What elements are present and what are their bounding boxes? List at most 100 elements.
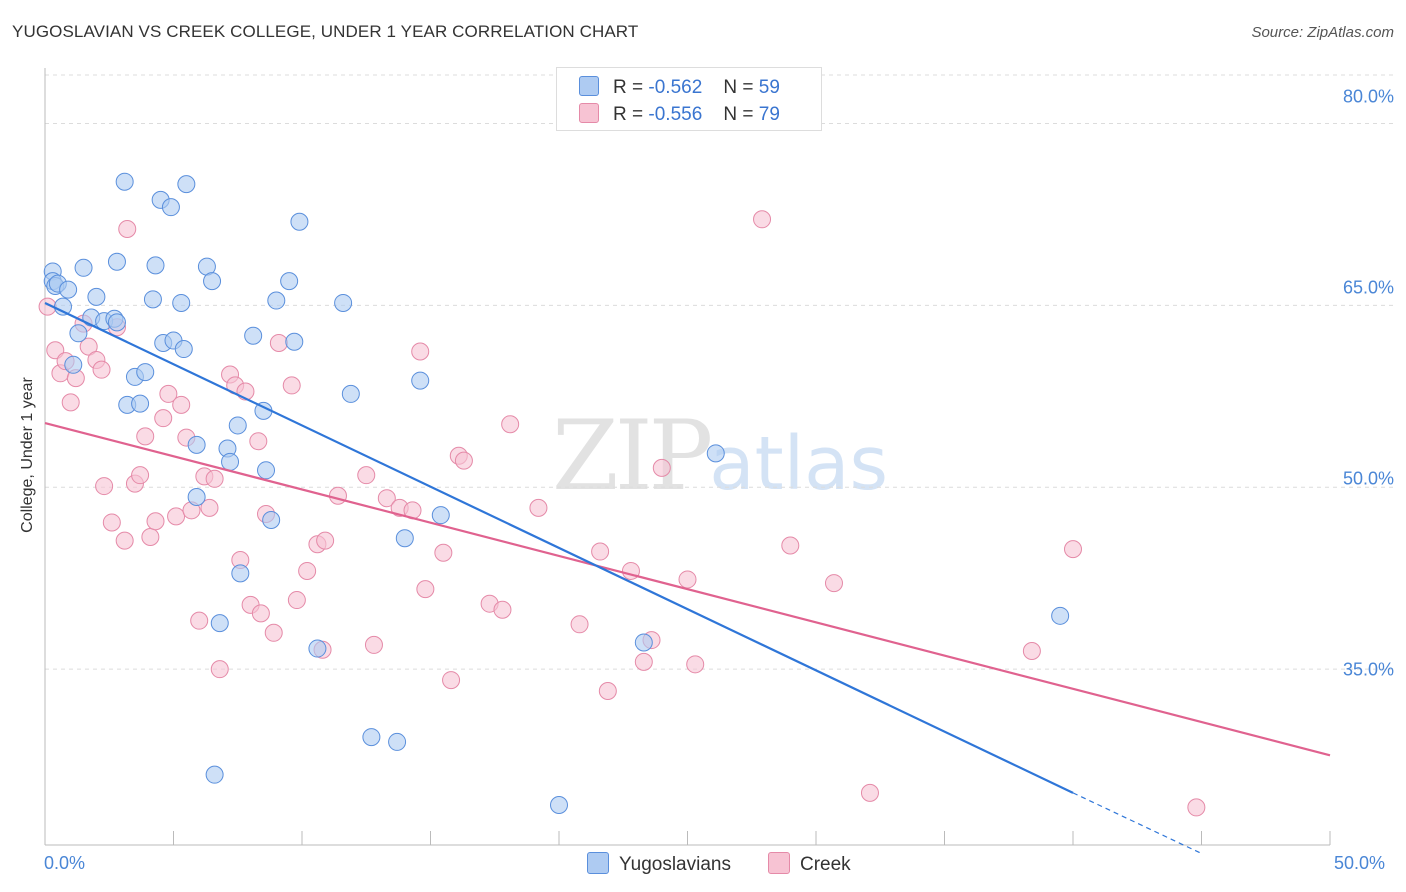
y-tick-label-80: 80.0% [1342, 86, 1394, 107]
yugoslavian-point [221, 452, 240, 471]
yugoslavian-point [262, 511, 281, 530]
creek-point [251, 604, 270, 623]
creek-point [95, 477, 114, 496]
creek-point [529, 498, 548, 517]
y-axis-label: College, Under 1 year [19, 377, 36, 533]
yugoslavian-point [634, 633, 653, 652]
creek-point [493, 600, 512, 619]
yugoslavian-point [131, 394, 150, 413]
yugoslavian-point [87, 287, 106, 306]
legend-row-creek: R = -0.556 N = 79 [579, 103, 780, 126]
creek-point [282, 376, 301, 395]
bottom-legend-swatch-blue [587, 852, 609, 874]
yugoslavian-point [334, 293, 353, 312]
creek-point [678, 570, 697, 589]
creek-point [1064, 540, 1082, 559]
yugoslavian-point [161, 198, 180, 217]
yugoslavian-point [64, 355, 83, 374]
legend-n-label: N = [723, 77, 754, 98]
yugoslavian-point [1051, 606, 1070, 625]
creek-point [102, 513, 121, 532]
yugoslavian-point [136, 363, 155, 382]
yugoslavian-trend-extension [1072, 792, 1202, 855]
legend-swatch-pink [579, 103, 599, 123]
creek-trend-line [44, 421, 1331, 757]
creek-point [1022, 641, 1041, 660]
creek-point [1187, 798, 1206, 817]
creek-point [434, 543, 453, 562]
yugoslavian-point [280, 272, 299, 291]
creek-point [652, 458, 671, 477]
creek-point [570, 615, 589, 634]
creek-point [860, 783, 879, 802]
bottom-legend-label: Creek [800, 854, 851, 875]
legend-r-value: -0.556 [648, 104, 703, 125]
yugoslavian-point [74, 258, 93, 277]
yugoslavian-point [388, 732, 407, 751]
legend-n-value: 59 [758, 77, 780, 98]
legend-n-value: 79 [758, 104, 780, 125]
yugoslavian-point [177, 175, 196, 194]
yugoslavian-point [69, 324, 88, 343]
yugoslavian-point [341, 384, 360, 403]
creek-point [92, 360, 111, 379]
yugoslavian-point [187, 435, 206, 454]
yugoslavian-point [267, 291, 286, 310]
creek-point [753, 210, 772, 229]
creek-point [298, 561, 317, 580]
y-tick-label-50: 50.0% [1342, 468, 1394, 489]
creek-point [131, 466, 150, 485]
creek-point [200, 498, 219, 517]
creek-point [79, 337, 98, 356]
yugoslavian-point [59, 280, 78, 299]
legend-r-label: R = [613, 104, 644, 125]
creek-point [781, 536, 800, 555]
creek-point [411, 342, 430, 361]
yugoslavian-point [203, 272, 222, 291]
creek-point [249, 432, 268, 451]
yugoslavian-point [411, 371, 430, 390]
yugoslavian-trend-line [44, 301, 1074, 794]
yugoslavian-point [115, 172, 134, 191]
creek-point [118, 220, 137, 238]
creek-point [167, 507, 186, 526]
yugoslavian-point [231, 564, 250, 583]
yugoslavian-point [107, 313, 126, 332]
legend-swatch-blue [579, 76, 599, 96]
creek-point [364, 635, 383, 654]
legend-n-label: N = [723, 104, 754, 125]
creek-point [634, 652, 653, 671]
source-label: Source: ZipAtlas.com [1251, 24, 1394, 41]
creek-point [264, 623, 283, 642]
yugoslavian-point [205, 765, 224, 784]
creek-point [824, 574, 843, 593]
bottom-legend-creek: Creek [768, 852, 851, 876]
creek-point [416, 580, 435, 599]
bottom-legend-swatch-pink [768, 852, 790, 874]
creek-point [357, 466, 376, 485]
yugoslavian-point [257, 461, 276, 480]
creek-point [501, 415, 520, 434]
bottom-legend-label: Yugoslavians [619, 854, 731, 875]
yugoslavian-point [285, 332, 304, 351]
yugoslavian-point [228, 416, 247, 435]
yugoslavian-point [244, 326, 263, 345]
y-tick-label-35: 35.0% [1342, 659, 1394, 680]
bottom-legend-yugoslavians: Yugoslavians [587, 852, 731, 876]
yugoslavian-point [290, 212, 309, 231]
creek-point [269, 333, 288, 352]
creek-point [210, 660, 229, 679]
yugoslavian-point [362, 728, 381, 747]
creek-point [159, 384, 178, 403]
creek-point [141, 528, 160, 546]
yugoslavian-point [187, 487, 206, 506]
watermark-zip: ZIP [552, 400, 713, 512]
yugoslavian-point [308, 639, 327, 658]
yugoslavian-point [146, 256, 165, 275]
creek-point [115, 531, 134, 550]
creek-point [328, 486, 347, 505]
yugoslavian-point [174, 340, 193, 359]
yugoslavian-point [395, 529, 414, 548]
legend-r-value: -0.562 [648, 77, 703, 98]
